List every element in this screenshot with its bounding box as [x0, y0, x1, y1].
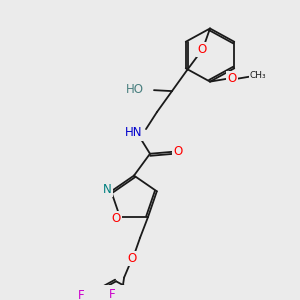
Text: O: O	[197, 43, 207, 56]
Text: F: F	[109, 288, 116, 300]
Text: O: O	[227, 72, 237, 85]
Text: HO: HO	[126, 83, 144, 96]
Text: O: O	[173, 145, 183, 158]
Text: HN: HN	[124, 126, 142, 140]
Text: F: F	[78, 289, 85, 300]
Text: O: O	[128, 252, 137, 265]
Text: CH₃: CH₃	[250, 71, 266, 80]
Text: N: N	[103, 183, 112, 196]
Text: O: O	[111, 212, 121, 225]
